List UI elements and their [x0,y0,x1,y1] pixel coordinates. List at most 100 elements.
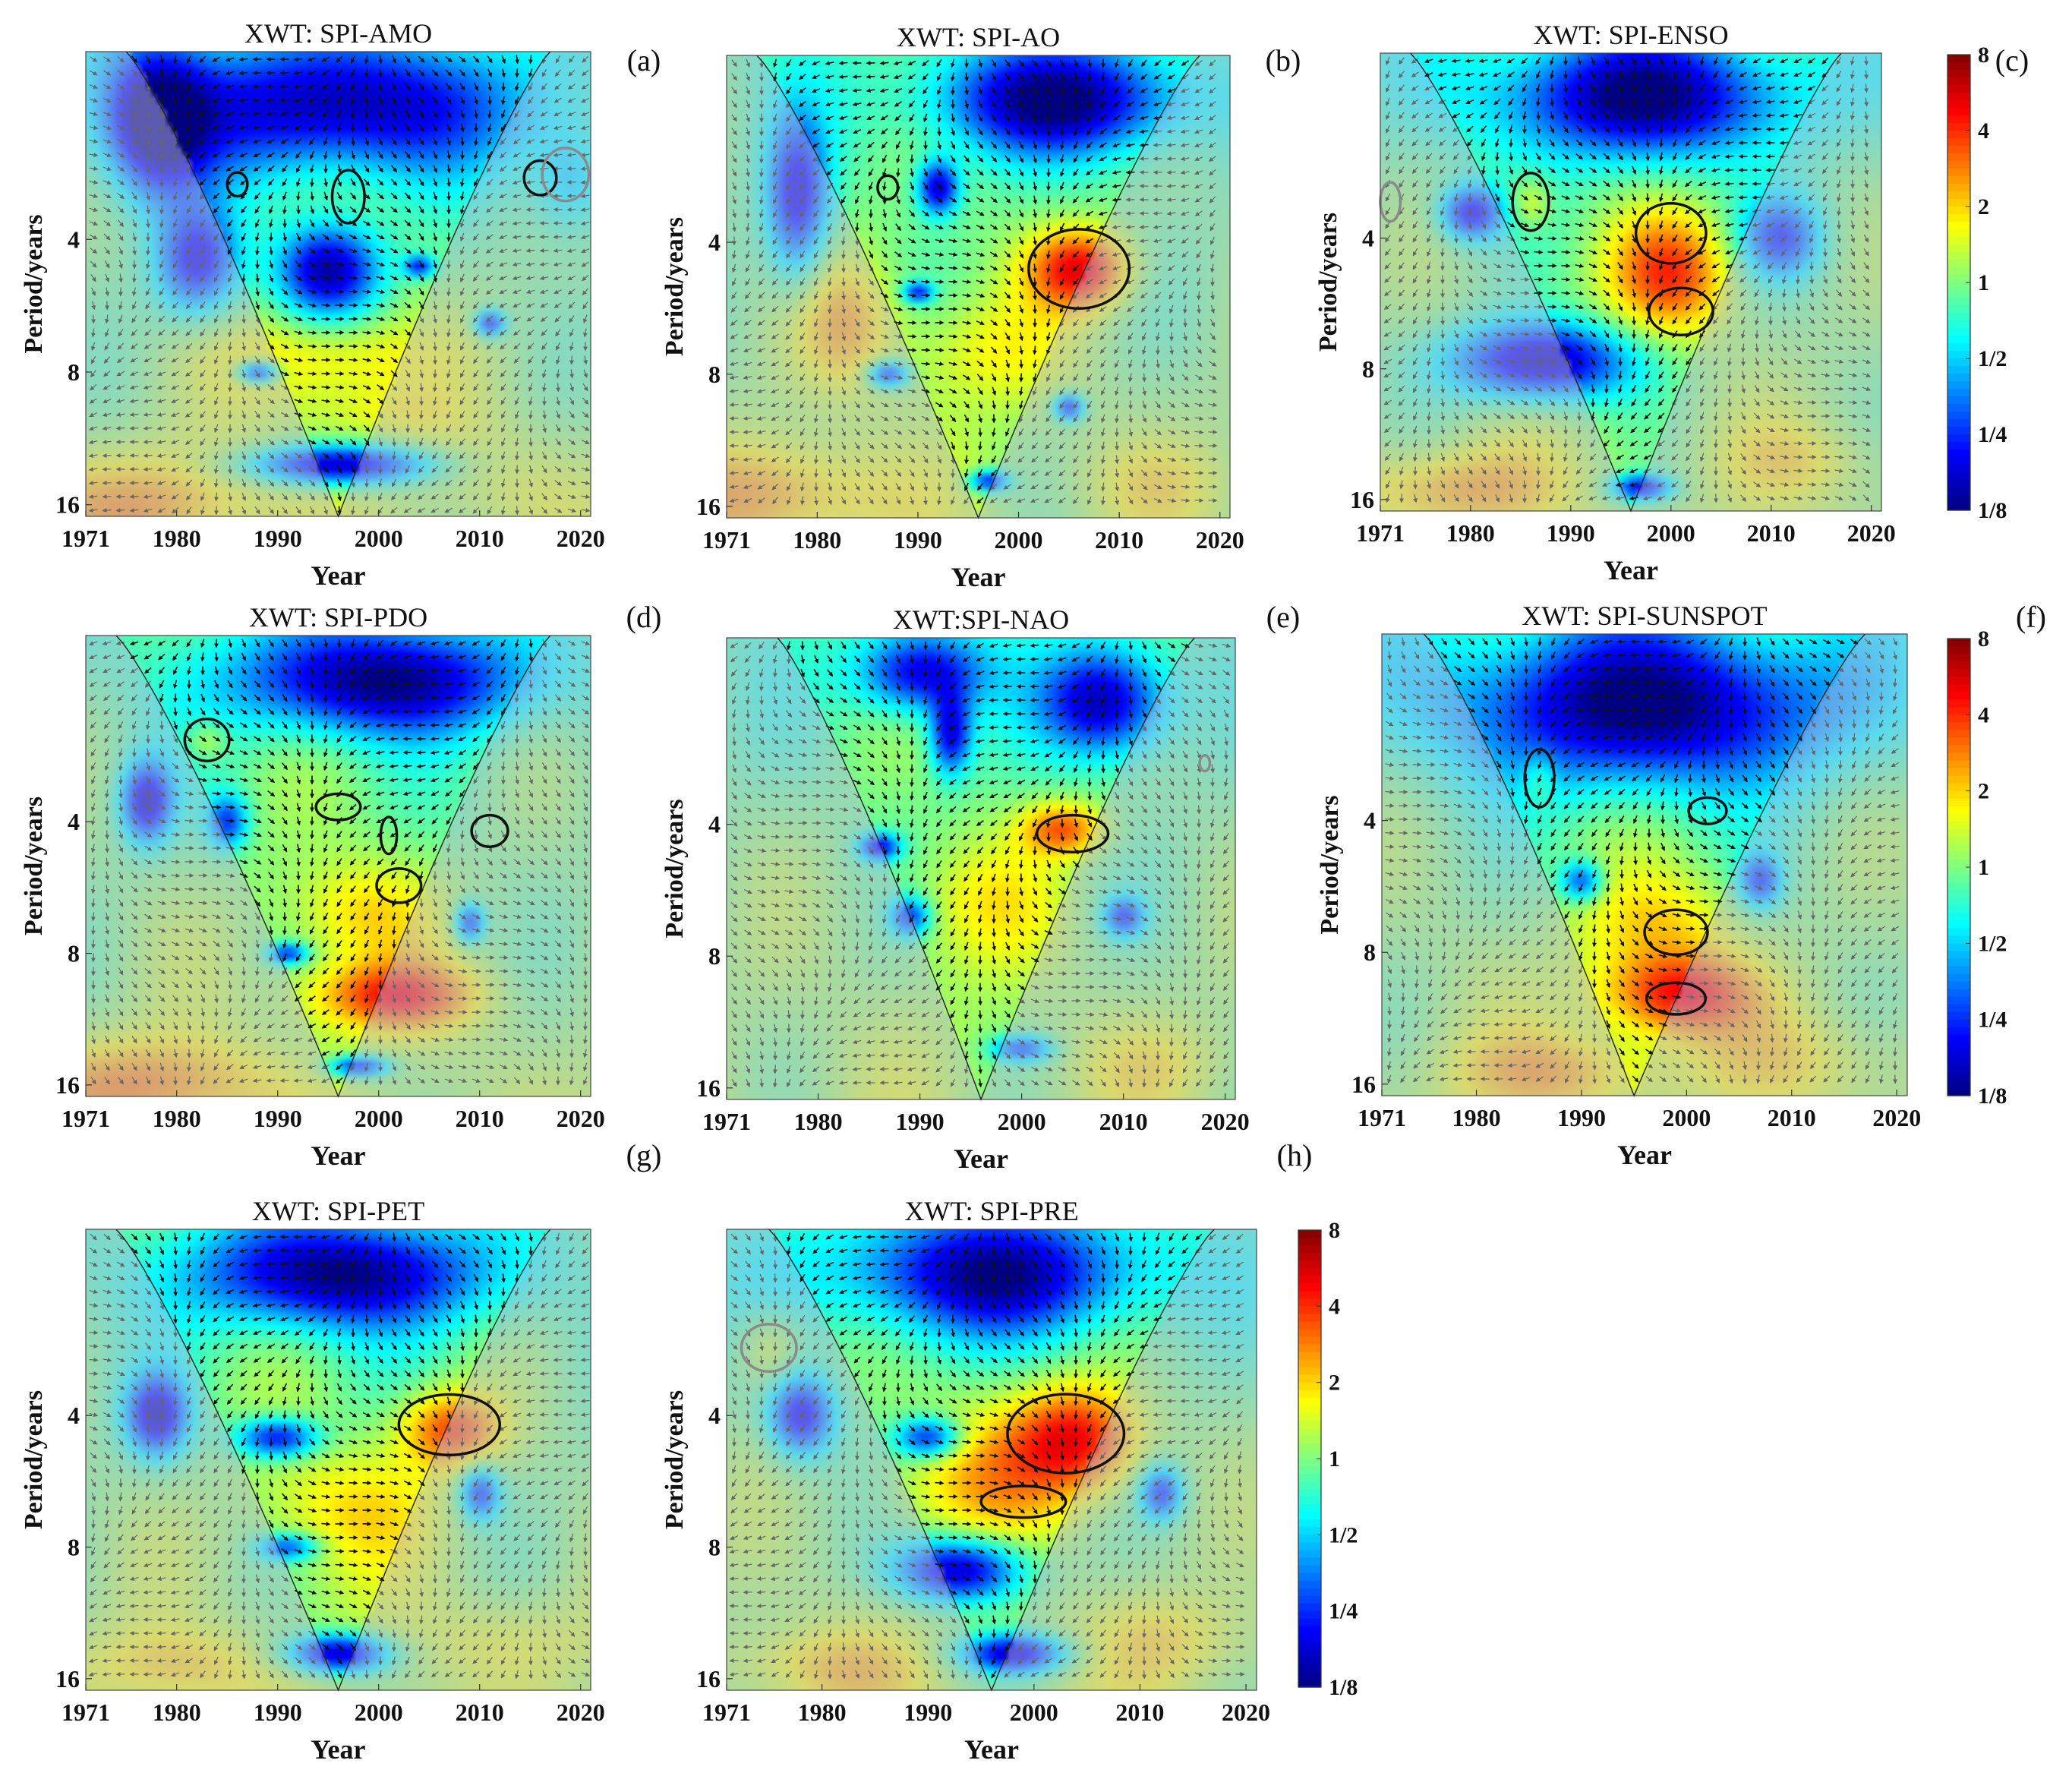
phase-arrow [556,383,561,393]
phase-arrow [1561,263,1571,269]
phase-arrow [1864,56,1869,66]
phase-arrow [1724,168,1734,173]
phase-arrow [1738,127,1748,132]
y-tick-label: 8 [1362,355,1374,383]
phase-arrow [827,304,832,314]
phase-arrow [131,748,137,758]
phase-arrow [1561,277,1571,282]
phase-arrow [309,178,314,188]
phase-arrow [1724,181,1734,187]
phase-arrow [212,805,222,810]
y-tick-label: 8 [68,940,80,967]
phase-arrow [1495,166,1500,175]
phase-arrow [266,98,276,103]
panel-label: (b) [1266,43,1301,77]
phase-arrow [515,492,520,502]
x-tick-label: 2020 [1196,526,1244,554]
x-axis-label: Year [311,560,366,591]
panel-3: XWT: SPI-PDO (d)1971 1980 1990 2000 2010 20204… [20,600,661,1171]
phase-arrow [268,232,273,242]
phase-arrow [1183,318,1188,328]
phase-arrow [1547,236,1557,241]
x-tick-label: 1971 [61,1105,110,1132]
phase-arrow [838,61,848,66]
phase-arrow [378,1049,383,1058]
phase-arrow [348,358,358,363]
y-tick-label: 4 [708,229,721,256]
panel-title: XWT: SPI-AO [897,22,1060,52]
phase-arrow [471,969,481,974]
phase-arrow [459,164,465,174]
x-tick-label: 2010 [1095,526,1143,554]
heatmap-1 [727,55,1230,518]
panel-1: XWT: SPI-AO(b)1971 1980 1990 2000 2010 202048… [661,22,1301,592]
phase-arrow [430,668,440,673]
y-tick-label: 4 [68,808,80,835]
phase-arrow [227,994,232,1004]
x-tick-label: 1971 [1356,519,1405,547]
phase-arrow [1467,193,1472,203]
phase-arrow [950,86,955,96]
phase-arrow [460,844,465,853]
x-tick-label: 1980 [153,525,201,552]
phase-arrow [515,748,520,758]
x-tick-label: 1980 [793,526,841,554]
phase-arrow [553,235,563,240]
phase-arrow [1508,138,1513,148]
phase-arrow [1196,291,1201,301]
phase-arrow [143,440,153,445]
phase-arrow [936,113,941,123]
phase-arrow [389,750,399,756]
phase-arrow [854,222,859,232]
phase-arrow [1033,304,1038,314]
phase-arrow [296,871,301,881]
phase-arrow [1520,318,1530,323]
x-axis-label: Year [1604,555,1658,585]
phase-arrow [184,832,194,838]
phase-arrow [389,737,399,742]
phase-arrow [1073,99,1078,109]
phase-arrow [499,996,509,1002]
y-tick-label: 16 [1350,486,1374,513]
phase-arrow [228,465,233,475]
phase-arrow [907,307,917,312]
phase-arrow [91,314,96,324]
panel-label: (c) [1995,43,2029,77]
phase-arrow [252,98,262,103]
phase-arrow [525,221,535,226]
x-axis-label: Year [311,1140,366,1171]
x-tick-label: 2010 [456,1105,504,1132]
y-tick-label: 16 [696,493,721,520]
x-tick-label: 1990 [894,526,942,554]
phase-arrow [1834,400,1844,405]
x-tick-label: 1990 [254,1105,302,1132]
phase-arrow [935,266,945,271]
x-tick-label: 2010 [1747,519,1796,547]
phase-arrow [1060,113,1065,123]
phase-arrow [91,994,96,1004]
x-tick-label: 1990 [254,525,302,552]
phase-arrow [310,734,315,744]
phase-arrow [1795,275,1800,285]
phase-arrow [746,195,751,205]
phase-arrow [907,348,917,353]
phase-arrow [198,805,208,810]
phase-arrow [582,1021,588,1031]
phase-arrow [514,68,519,78]
panels: XWT: SPI-AMO(a)1971 1980 1990 2000 2010 20204… [20,18,2046,1765]
phase-arrow [1166,170,1176,175]
phase-arrow [1074,86,1079,96]
y-axis-label: Period/years [661,217,689,356]
y-tick-label: 4 [1362,225,1374,252]
phase-arrow [1536,111,1541,121]
x-tick-label: 1971 [702,526,751,554]
phase-arrow [90,953,96,963]
y-axis-label: Period/years [20,214,48,353]
phase-arrow [402,764,412,769]
x-tick-label: 2000 [1647,519,1695,547]
phase-arrow [1823,248,1828,257]
phase-arrow [392,437,397,447]
phase-arrow [1413,480,1418,490]
y-axis-label: Period/years [20,797,48,935]
phase-arrow [1577,412,1582,421]
